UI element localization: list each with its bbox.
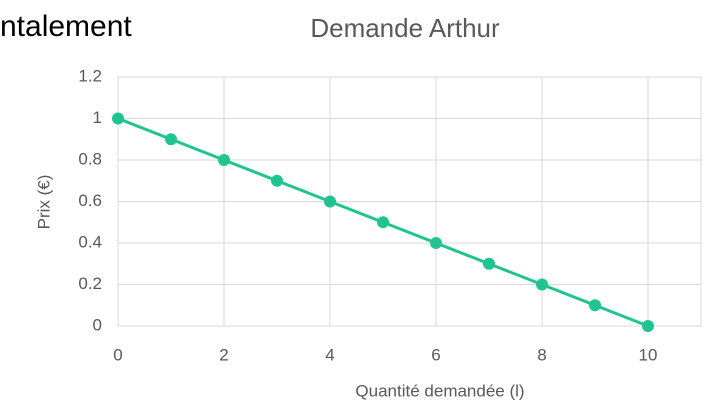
x-tick-label: 4 [325,345,334,364]
x-tick-label: 0 [113,345,122,364]
y-tick-label: 0.8 [78,149,102,168]
data-point [377,216,389,229]
data-point [324,195,336,208]
y-tick-label: 0.4 [78,232,102,251]
data-point [218,154,230,166]
data-point [642,320,654,332]
y-tick-label: 0.2 [78,274,102,293]
x-tick-label: 8 [537,345,546,364]
y-tick-label: 1.2 [78,66,102,85]
y-tick-label: 1 [93,108,102,127]
annotation: ntalement [0,10,132,43]
data-point [536,278,548,291]
chart-title: Demande Arthur [310,13,500,43]
data-point [430,237,442,249]
data-point [589,299,601,312]
x-tick-label: 2 [219,345,228,364]
x-tick-label: 10 [639,345,658,364]
y-tick-label: 0 [93,315,102,334]
x-tick-label: 6 [431,345,440,364]
x-axis-label: Quantité demandée (l) [355,381,524,400]
data-point [112,112,124,125]
y-axis-label: Prix (€) [34,175,53,230]
data-point [483,257,495,270]
data-point [165,133,177,146]
y-tick-label: 0.6 [78,191,102,210]
data-point [271,174,283,187]
